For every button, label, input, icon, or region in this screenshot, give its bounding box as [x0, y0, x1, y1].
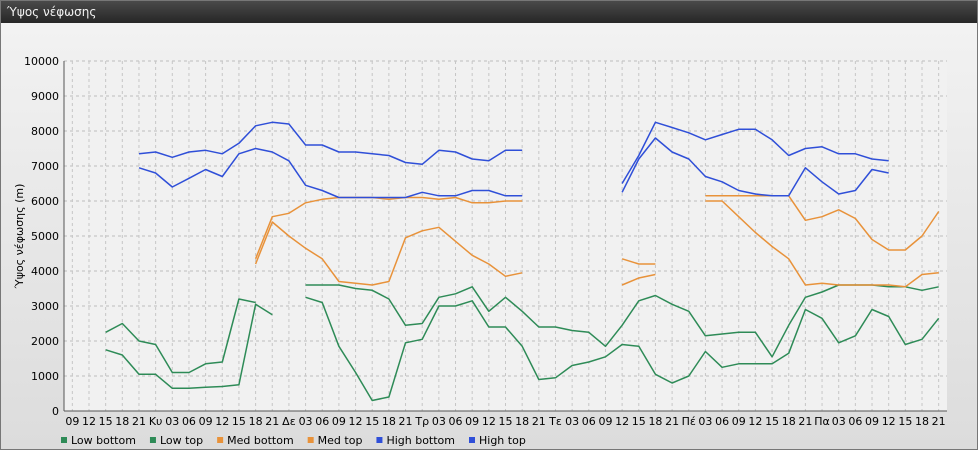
series-line-low-top: [305, 284, 939, 358]
y-tick-label: 2000: [31, 335, 59, 348]
x-tick-label: 12: [482, 415, 496, 428]
x-tick-label: 03: [832, 415, 846, 428]
x-tick-label: 15: [365, 415, 379, 428]
x-tick-label: 12: [82, 415, 96, 428]
series-line-high-top: [621, 121, 889, 184]
x-tick-label: 21: [532, 415, 546, 428]
x-tick-label: 15: [232, 415, 246, 428]
y-tick-label: 9000: [31, 90, 59, 103]
legend-label-med-bottom: Med bottom: [227, 434, 294, 447]
x-tick-label: 21: [265, 415, 279, 428]
series-line-med-top: [254, 196, 523, 260]
x-tick-label: Τε: [548, 415, 562, 428]
x-tick-label: 06: [449, 415, 463, 428]
series-line-low-top: [105, 298, 256, 374]
y-tick-label: 4000: [31, 265, 59, 278]
y-tick-label: 0: [52, 405, 59, 418]
x-tick-label: Δε: [282, 415, 296, 428]
y-axis-title: Ύψος νέφωσης (m): [13, 184, 26, 290]
x-tick-label: 09: [732, 415, 746, 428]
x-tick-label: 03: [698, 415, 712, 428]
x-tick-label: 15: [99, 415, 113, 428]
x-tick-label: 09: [65, 415, 79, 428]
x-tick-label: 09: [332, 415, 346, 428]
x-tick-label: 18: [382, 415, 396, 428]
x-tick-label: 09: [199, 415, 213, 428]
x-tick-label: 18: [915, 415, 929, 428]
x-tick-label: 12: [748, 415, 762, 428]
y-tick-label: 1000: [31, 370, 59, 383]
x-tick-label: 15: [632, 415, 646, 428]
cloud-height-chart: 0 1000 2000 3000 4000 5000 6000 7000 8000 9000 100…: [13, 55, 947, 447]
x-tick-label: 21: [798, 415, 812, 428]
x-tick-label: 03: [299, 415, 313, 428]
legend-swatch-low-bottom: [61, 437, 67, 443]
x-tick-label: 21: [399, 415, 413, 428]
chart-area: 0 1000 2000 3000 4000 5000 6000 7000 8000 9000 100…: [1, 23, 977, 449]
x-tick-label: Κυ: [149, 415, 163, 428]
x-tick-label: 18: [515, 415, 529, 428]
title-bar: Ύψος νέφωσης: [1, 1, 977, 23]
legend-label-low-top: Low top: [160, 434, 203, 447]
legend-label-high-top: High top: [479, 434, 526, 447]
x-tick-label: 12: [882, 415, 896, 428]
legend-label-high-bottom: High bottom: [386, 434, 455, 447]
x-tick-label: 06: [848, 415, 862, 428]
x-tick-label: 09: [865, 415, 879, 428]
legend-swatch-med-bottom: [217, 437, 224, 443]
y-tick-label: 5000: [31, 230, 59, 243]
x-tick-label: 12: [215, 415, 229, 428]
x-tick-label: 09: [465, 415, 479, 428]
x-tick-label: Τρ: [414, 415, 429, 428]
x-tick-label: 18: [648, 415, 662, 428]
y-tick-label: 6000: [31, 195, 59, 208]
legend-swatch-high-top: [469, 437, 475, 443]
legend-swatch-med-top: [307, 437, 314, 443]
x-tick-label: 06: [582, 415, 596, 428]
x-tick-label: 15: [898, 415, 912, 428]
x-tick-label: 18: [249, 415, 263, 428]
series-line-med-top: [705, 195, 940, 251]
x-tick-label: 03: [432, 415, 446, 428]
legend-label-low-bottom: Low bottom: [71, 434, 136, 447]
series-line-low-bottom: [305, 296, 940, 402]
series-line-med-top: [621, 258, 656, 265]
series-line-low-bottom: [105, 303, 273, 390]
x-tick-label: 06: [182, 415, 196, 428]
legend-swatch-low-top: [149, 437, 156, 443]
series-line-high-top: [138, 121, 523, 166]
x-tick-label: Πα: [814, 415, 830, 428]
series-line-med-bottom: [254, 221, 523, 286]
x-tick-label: 03: [165, 415, 179, 428]
x-tick-label: Πέ: [682, 415, 696, 428]
legend-label-med-top: Med top: [318, 434, 363, 447]
y-tick-label: 3000: [31, 300, 59, 313]
x-tick-label: 06: [315, 415, 329, 428]
y-tick-label: 7000: [31, 160, 59, 173]
legend-swatch-high-bottom: [376, 437, 383, 443]
x-tick-label: 18: [782, 415, 796, 428]
x-tick-label: 06: [715, 415, 729, 428]
x-tick-label: 09: [598, 415, 612, 428]
x-tick-label: 18: [115, 415, 129, 428]
series-line-med-bottom: [705, 200, 939, 288]
x-tick-label: 12: [615, 415, 629, 428]
x-tick-label: 12: [349, 415, 363, 428]
x-tick-label: 21: [132, 415, 146, 428]
window-title: Ύψος νέφωσης: [7, 5, 97, 19]
y-tick-label: 8000: [31, 125, 59, 138]
series-line-high-bottom: [138, 147, 523, 199]
x-tick-label: 15: [499, 415, 513, 428]
x-tick-label: 15: [765, 415, 779, 428]
x-tick-label: 21: [665, 415, 679, 428]
series-line-high-bottom: [621, 137, 889, 197]
x-tick-label: 03: [565, 415, 579, 428]
x-tick-label: 21: [932, 415, 946, 428]
series-line-med-bottom: [621, 273, 656, 286]
y-tick-label: 10000: [24, 55, 59, 68]
